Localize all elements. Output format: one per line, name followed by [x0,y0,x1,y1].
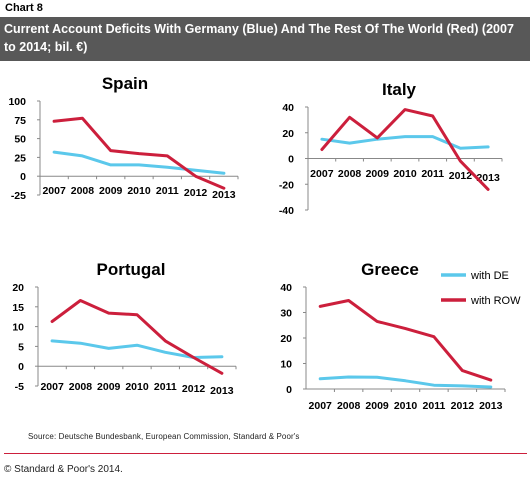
italy-series-row [320,108,490,191]
chart-header-title: Current Account Deficits With Germany (B… [4,22,514,54]
chart-header: Current Account Deficits With Germany (B… [0,17,530,61]
italy-x-tick-label: 2013 [476,172,500,184]
spain-x-tick-label: 2009 [99,185,123,197]
italy-x-tick-label: 2007 [310,168,334,180]
italy-y-tick-label: 20 [282,128,294,140]
italy-x-tick-label: 2011 [421,168,444,180]
spain-series-de [52,150,226,175]
greece-series-row [318,299,493,382]
portugal-title: Portugal [97,260,166,279]
spain-y-tick-label: 100 [8,96,26,108]
greece-y-tick-label: 40 [280,282,292,294]
chart-label: Chart 8 [5,2,43,14]
spain-x-tick-label: 2011 [156,185,179,197]
copyright-note: © Standard & Poor's 2014. [4,464,123,475]
greece-x-tick-label: 2010 [394,400,418,412]
portugal-x-tick-label: 2010 [125,381,149,393]
greece-title: Greece [361,260,419,279]
spain-y-tick-label: 50 [14,134,26,146]
greece-x-tick-label: 2009 [365,400,389,412]
italy-x-tick-label: 2012 [449,170,473,182]
italy-chart: Italy -40 -20 0 20 40 2007 2008 2009 2010 2011 2012… [279,80,503,217]
portugal-x-tick-label: 2013 [210,385,234,397]
portugal-x-tick-label: 2008 [69,381,93,393]
spain-x-tick-label: 2012 [184,187,208,199]
spain-x-tick-label: 2010 [127,185,151,197]
portugal-x-tick-label: 2007 [40,381,64,393]
greece-chart: Greece 0 10 20 30 40 2007 2008 2009 2010 2011 2012 2… [280,260,521,412]
greece-x-tick-label: 2013 [479,400,503,412]
spain-y-tick-label: -25 [11,190,26,202]
portugal-chart: Portugal -5 0 5 10 15 20 2007 2008 2009 2010 2011 20… [12,260,237,397]
portugal-x-tick-label: 2012 [182,383,206,395]
spain-x-tick-label: 2007 [42,185,66,197]
portugal-y-tick-label: 10 [12,322,24,334]
greece-x-tick-label: 2011 [423,400,446,412]
greece-y-tick-label: 0 [286,384,292,396]
spain-series-row [52,116,226,190]
portugal-x-tick-label: 2011 [154,381,177,393]
portugal-series-de [50,339,224,359]
italy-series-de [320,135,490,150]
legend-label-de: with DE [470,270,509,282]
spain-y-tick-label: 0 [20,171,26,183]
portugal-series-row [50,299,224,375]
portugal-y-tick-label: 15 [12,302,24,314]
source-note: Source: Deutsche Bundesbank, European Co… [28,432,300,441]
italy-title: Italy [382,80,417,99]
italy-x-tick-label: 2008 [338,168,362,180]
greece-series-de [318,375,493,389]
portugal-y-tick-label: 5 [18,341,24,353]
spain-chart: Spain -25 0 25 50 75 100 2007 2008 2009 2010 2011 20… [8,74,239,202]
portugal-y-tick-label: -5 [15,381,24,393]
italy-x-tick-label: 2009 [366,168,390,180]
greece-y-tick-label: 20 [280,333,292,345]
greece-x-tick-label: 2012 [451,400,475,412]
italy-y-tick-label: -40 [279,205,294,217]
portugal-y-tick-label: 0 [18,361,24,373]
spain-y-tick-label: 75 [14,115,26,127]
greece-y-tick-label: 30 [280,308,292,320]
italy-y-tick-label: 40 [282,102,294,114]
spain-y-tick-label: 25 [14,152,26,164]
spain-title: Spain [102,74,148,93]
legend-label-row: with ROW [470,295,521,307]
italy-x-tick-label: 2010 [393,168,417,180]
greece-x-tick-label: 2007 [309,400,333,412]
greece-x-tick-label: 2008 [337,400,361,412]
portugal-x-tick-label: 2009 [97,381,121,393]
spain-x-tick-label: 2008 [71,185,95,197]
greece-y-tick-label: 10 [280,359,292,371]
italy-y-tick-label: -20 [279,179,294,191]
spain-x-tick-label: 2013 [212,189,236,201]
portugal-y-tick-label: 20 [12,282,24,294]
italy-y-tick-label: 0 [288,154,294,166]
